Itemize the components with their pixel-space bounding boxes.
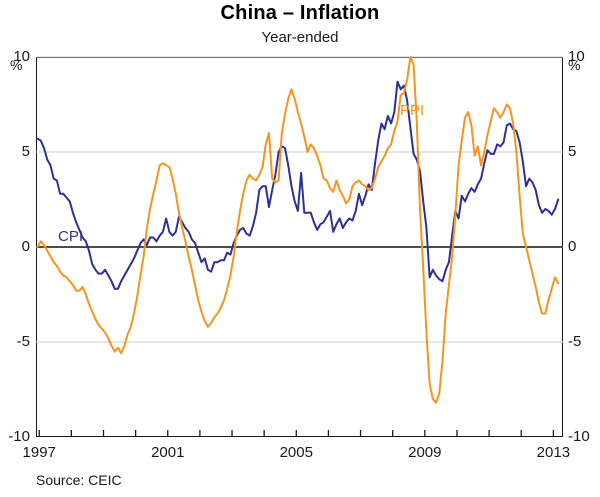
y-axis-tick-label-right: -5 (568, 333, 582, 350)
y-axis-tick-label: 5 (21, 143, 30, 160)
source-note: Source: CEIC (36, 472, 122, 488)
y-axis-tick-label: 10 (13, 48, 30, 65)
x-axis-tick-label: 2005 (279, 444, 313, 461)
y-axis-tick-label: -10 (8, 428, 30, 445)
series-layer (36, 56, 560, 404)
x-axis-tick-label: 2009 (408, 444, 442, 461)
y-axis-tick-label-right: 0 (568, 238, 577, 255)
y-axis-tick-label-right: 5 (568, 143, 577, 160)
chart-subtitle: Year-ended (261, 29, 339, 46)
x-axis-tick-label: 1997 (22, 444, 56, 461)
series-label-cpi: CPI (58, 228, 84, 245)
y-axis-tick-label: -5 (16, 333, 30, 350)
x-axis-ticks (38, 430, 555, 437)
y-axis-tick-label: 0 (21, 238, 30, 255)
x-axis-tick-label: 2013 (536, 444, 571, 461)
series-label-ppi: PPI (400, 102, 425, 119)
y-axis-unit-right: % (568, 57, 581, 73)
y-axis-tick-label-right: 10 (568, 48, 585, 65)
x-axis-tick-label: 2001 (151, 444, 185, 461)
y-axis-tick-label-right: -10 (568, 428, 590, 445)
chart-title: China – Inflation (220, 2, 380, 24)
y-axis-unit-left: % (10, 57, 23, 73)
